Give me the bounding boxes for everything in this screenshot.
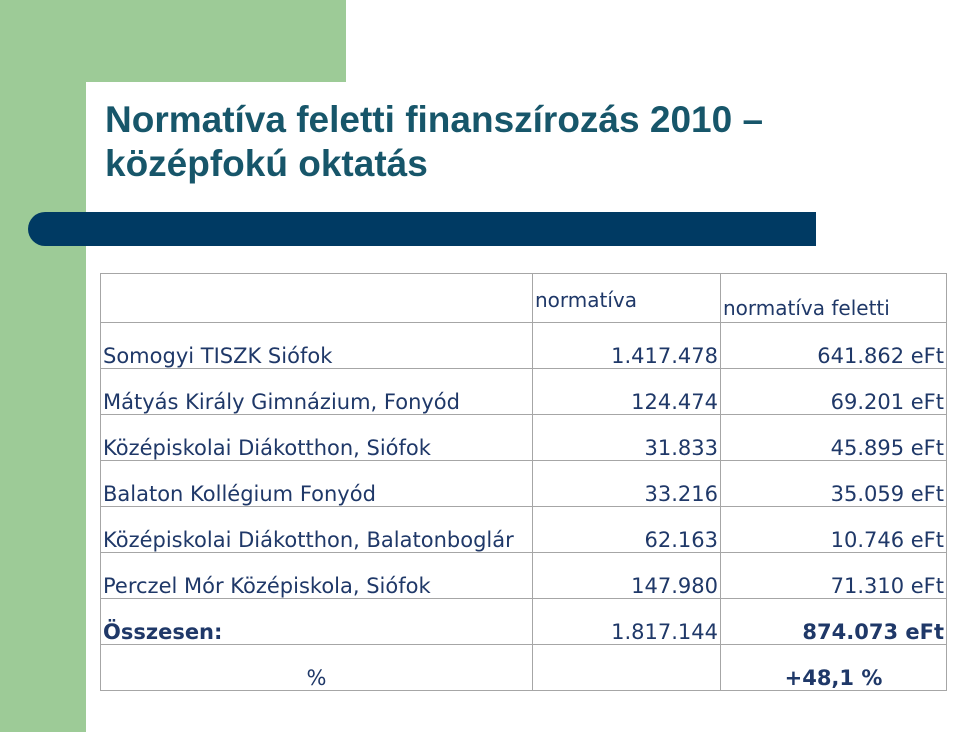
percent-value: +48,1 % — [720, 644, 947, 691]
green-accent-strip — [0, 0, 86, 732]
table-row: Balaton Kollégium Fonyód 33.216 35.059 e… — [100, 460, 947, 507]
slide-title-line-1: Normatíva feletti finanszírozás 2010 – — [105, 99, 764, 140]
title-underline-bar — [28, 212, 816, 246]
feletti-value: 35.059 eFt — [720, 460, 947, 507]
header-cell-feletti: normatíva feletti — [720, 273, 947, 323]
table-row: Mátyás Király Gimnázium, Fonyód 124.474 … — [100, 368, 947, 415]
header-cell-empty — [100, 273, 533, 323]
feletti-value: 69.201 eFt — [720, 368, 947, 415]
total-label: Összesen: — [100, 598, 533, 645]
slide-title-line-2: középfokú oktatás — [105, 143, 428, 184]
feletti-value: 71.310 eFt — [720, 552, 947, 599]
table-header-row: normatíva normatíva feletti — [100, 273, 947, 323]
feletti-value: 45.895 eFt — [720, 414, 947, 461]
table-row: Középiskolai Diákotthon, Balatonboglár 6… — [100, 506, 947, 553]
normativa-value: 1.417.478 — [532, 322, 721, 369]
percent-label: % — [100, 644, 533, 691]
normativa-value: 62.163 — [532, 506, 721, 553]
institution-name: Somogyi TISZK Siófok — [100, 322, 533, 369]
feletti-value: 641.862 eFt — [720, 322, 947, 369]
normativa-value: 147.980 — [532, 552, 721, 599]
total-normativa-value: 1.817.144 — [532, 598, 721, 645]
feletti-value: 10.746 eFt — [720, 506, 947, 553]
total-row: Összesen: 1.817.144 874.073 eFt — [100, 598, 947, 645]
institution-name: Középiskolai Diákotthon, Siófok — [100, 414, 533, 461]
table-row: Középiskolai Diákotthon, Siófok 31.833 4… — [100, 414, 947, 461]
institution-name: Középiskolai Diákotthon, Balatonboglár — [100, 506, 533, 553]
normativa-value: 33.216 — [532, 460, 721, 507]
total-feletti-value: 874.073 eFt — [720, 598, 947, 645]
header-cell-normativa: normatíva — [532, 273, 721, 323]
normativa-value: 31.833 — [532, 414, 721, 461]
slide-title: Normatíva feletti finanszírozás 2010 – k… — [105, 98, 763, 186]
header-feletti-label: normatíva feletti — [723, 296, 890, 320]
green-accent-top — [0, 0, 346, 82]
table-row: Somogyi TISZK Siófok 1.417.478 641.862 e… — [100, 322, 947, 369]
header-normativa-label: normatíva — [535, 288, 638, 312]
table-row: Perczel Mór Középiskola, Siófok 147.980 … — [100, 552, 947, 599]
institution-name: Mátyás Király Gimnázium, Fonyód — [100, 368, 533, 415]
institution-name: Perczel Mór Középiskola, Siófok — [100, 552, 533, 599]
institution-name: Balaton Kollégium Fonyód — [100, 460, 533, 507]
percent-row: % +48,1 % — [100, 644, 947, 691]
financing-table: normatíva normatíva feletti Somogyi TISZ… — [100, 273, 947, 691]
normativa-value: 124.474 — [532, 368, 721, 415]
percent-empty-cell — [532, 644, 721, 691]
